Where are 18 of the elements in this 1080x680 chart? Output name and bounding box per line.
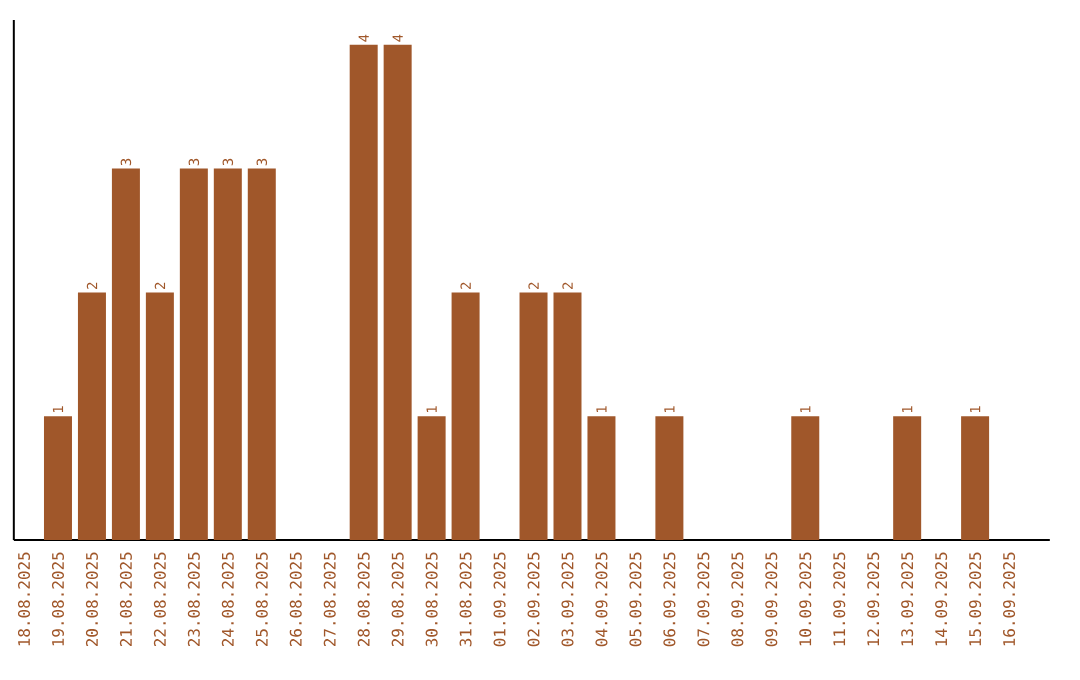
bar bbox=[247, 168, 276, 540]
bar bbox=[451, 292, 480, 540]
bar bbox=[77, 292, 106, 540]
bar bbox=[43, 416, 72, 540]
bar bbox=[417, 416, 446, 540]
bar bbox=[111, 168, 140, 540]
bar bbox=[893, 416, 922, 540]
bar bbox=[145, 292, 174, 540]
bar bbox=[519, 292, 548, 540]
bar bbox=[383, 44, 412, 540]
bar bbox=[213, 168, 242, 540]
bar bbox=[655, 416, 684, 540]
bar bbox=[791, 416, 820, 540]
bar bbox=[961, 416, 990, 540]
bar bbox=[349, 44, 378, 540]
bar bbox=[587, 416, 616, 540]
bar bbox=[179, 168, 208, 540]
bar bbox=[553, 292, 582, 540]
